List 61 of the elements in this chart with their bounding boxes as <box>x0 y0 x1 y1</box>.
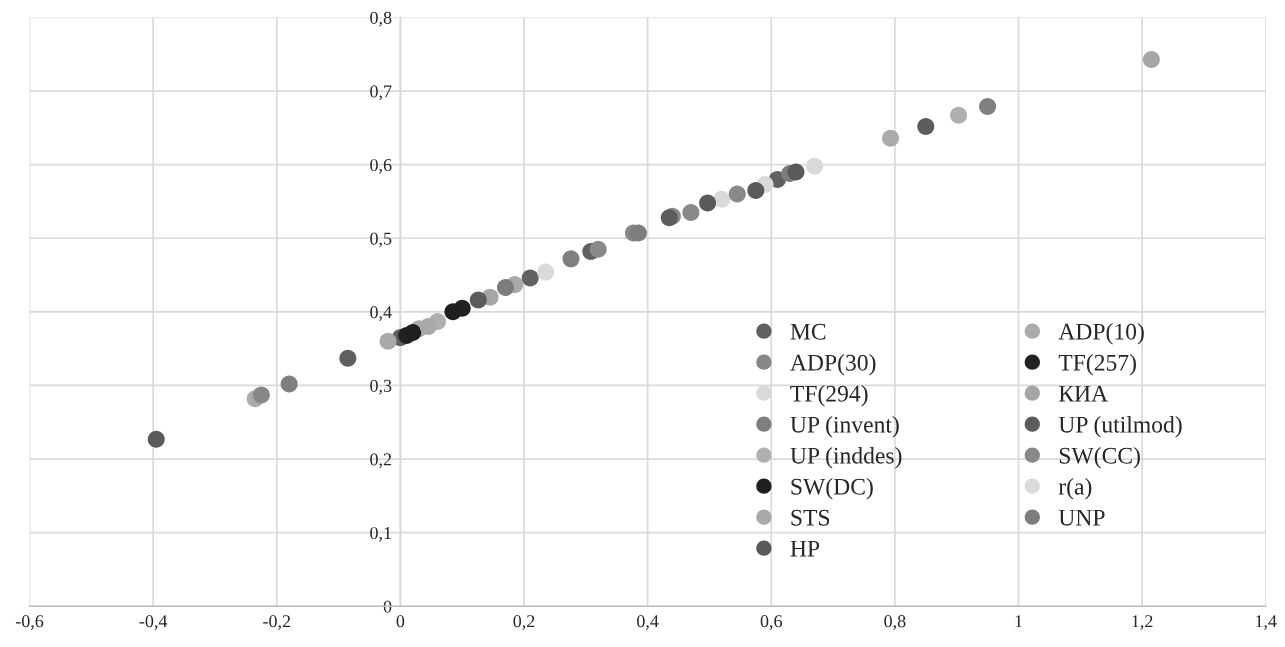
point <box>629 224 647 242</box>
point <box>917 117 935 135</box>
legend-label: SW(DC) <box>791 478 873 500</box>
legend-label: UP (inddes) <box>790 447 902 469</box>
point <box>787 163 805 181</box>
x-tick-label: 1,4 <box>1256 615 1277 630</box>
y-tick-label: 0,4 <box>370 306 392 321</box>
point <box>496 279 514 297</box>
point <box>147 430 165 448</box>
point <box>682 203 700 221</box>
legend-label: TF(257) <box>1058 354 1136 376</box>
x-tick-label: -0,6 <box>15 615 44 630</box>
point <box>252 386 270 404</box>
y-tick-label: 0,2 <box>370 453 392 469</box>
y-tick-label: 0,8 <box>370 11 392 27</box>
legend-label: ADP(30) <box>790 354 876 376</box>
x-tick-label: -0,4 <box>139 615 168 630</box>
point <box>562 250 580 268</box>
point <box>280 375 298 393</box>
legend-label: SW(CC) <box>1059 447 1140 469</box>
point <box>806 157 824 175</box>
point <box>713 190 731 208</box>
point <box>419 318 437 336</box>
point <box>728 185 746 203</box>
y-tick-label: 0,6 <box>370 158 392 174</box>
x-tick-label: -0,2 <box>263 615 291 630</box>
y-tick-label: 0,3 <box>370 379 392 395</box>
point <box>379 332 397 350</box>
legend-label: UNP <box>1058 509 1105 526</box>
point <box>699 194 717 212</box>
point <box>537 263 555 281</box>
x-tick-label: 0,2 <box>513 615 535 630</box>
y-tick-label: 0,7 <box>370 85 392 101</box>
point <box>950 106 968 124</box>
x-tick-label: 1 <box>1015 615 1022 628</box>
point <box>747 181 765 199</box>
point <box>404 323 422 341</box>
legend-label: UP (invent) <box>790 416 899 438</box>
point <box>444 303 462 321</box>
point <box>339 349 357 367</box>
x-tick-label: 0,6 <box>760 615 782 630</box>
y-tick-label: 0,5 <box>370 232 392 248</box>
legend-label: ADP(10) <box>1058 323 1144 345</box>
legend-label: UP (utilmod) <box>1058 416 1182 438</box>
point <box>979 98 997 116</box>
legend-label: r(a) <box>1058 478 1092 500</box>
x-tick-label: 0 <box>396 615 405 628</box>
x-tick-label: 0,8 <box>884 615 906 630</box>
point <box>469 291 487 309</box>
x-tick-label: 1,2 <box>1132 615 1153 630</box>
point <box>1142 50 1160 68</box>
point <box>882 129 900 147</box>
legend-label: HP <box>790 540 820 557</box>
y-tick-label: 0,1 <box>370 526 391 542</box>
x-tick-label: 0,4 <box>637 615 659 630</box>
point <box>521 269 539 287</box>
legend-label: MC <box>790 323 826 340</box>
legend-label: STS <box>791 509 830 526</box>
legend-label: КИА <box>1058 385 1108 402</box>
point <box>589 240 607 258</box>
legend-label: TF(294) <box>790 385 868 407</box>
